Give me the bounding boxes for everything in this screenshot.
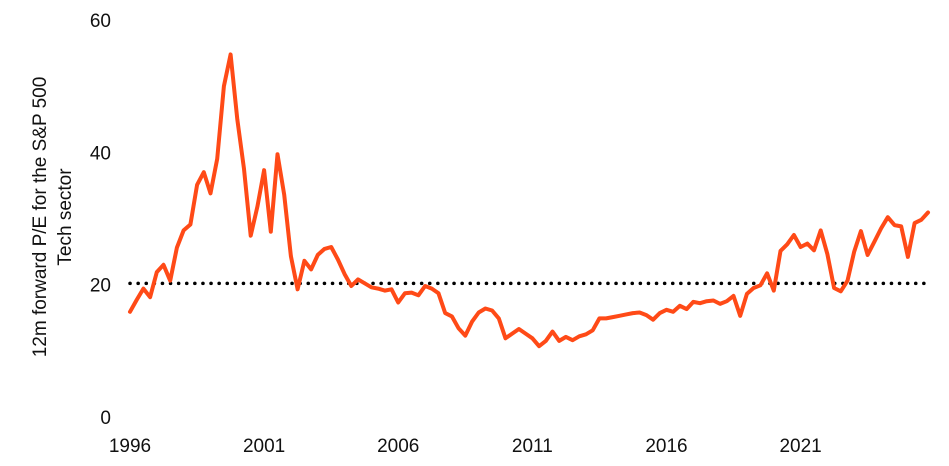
y-tick-label: 40 (90, 143, 111, 164)
x-tick-label: 2011 (512, 436, 553, 457)
y-tick-labels: 0 20 40 60 (90, 11, 111, 429)
x-tick-labels: 1996 2001 2006 2011 2016 2021 (109, 436, 822, 457)
y-axis-title: 12m forward P/E for the S&P 500 Tech sec… (30, 77, 76, 358)
x-tick-label: 2001 (243, 436, 285, 457)
y-axis-title-line-1: 12m forward P/E for the S&P 500 (30, 77, 51, 358)
series-line-pe (128, 52, 930, 349)
y-tick-label: 20 (90, 276, 111, 297)
y-tick-label: 60 (90, 11, 111, 32)
y-tick-label: 0 (100, 408, 111, 429)
x-tick-label: 2021 (779, 436, 821, 457)
x-tick-label: 1996 (109, 436, 151, 457)
y-axis-title-line-2: Tech sector (55, 168, 76, 266)
x-tick-label: 2006 (377, 436, 419, 457)
x-tick-label: 2016 (645, 436, 687, 457)
